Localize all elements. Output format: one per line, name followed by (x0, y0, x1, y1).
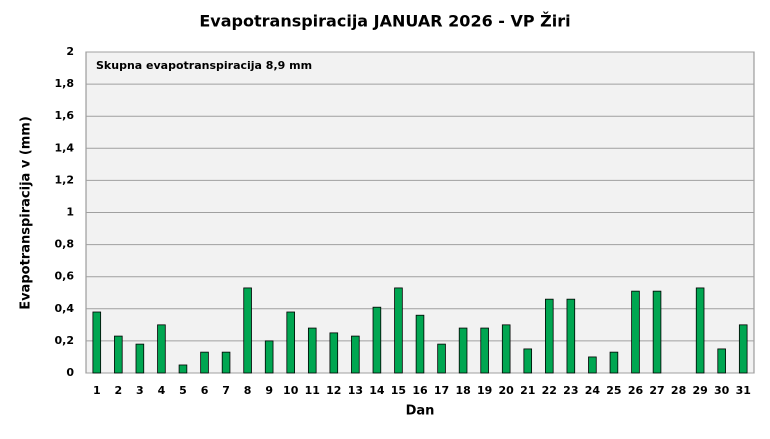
bar (307, 327, 317, 374)
x-tick-label: 27 (649, 384, 664, 397)
bar (415, 314, 425, 374)
x-axis-title: Dan (406, 404, 435, 419)
y-tick-label: 1,8 (55, 77, 75, 90)
x-tick-label: 26 (628, 384, 644, 397)
x-tick-label: 8 (244, 384, 252, 397)
bar (458, 327, 468, 374)
bar (609, 351, 619, 374)
x-tick-label: 18 (455, 384, 470, 397)
y-tick-label: 1 (66, 206, 74, 219)
chart-title: Evapotranspiracija JANUAR 2026 - VP Žiri (199, 12, 570, 31)
bar (351, 335, 360, 374)
x-tick-label: 5 (179, 384, 187, 397)
x-tick-label: 2 (114, 384, 122, 397)
bar (286, 311, 295, 374)
bar (221, 351, 231, 374)
bar (437, 343, 446, 374)
x-tick-label: 17 (434, 384, 449, 397)
bar (652, 290, 662, 374)
y-tick-label: 1,2 (55, 173, 75, 186)
x-tick-label: 25 (606, 384, 621, 397)
x-tick-label: 7 (222, 384, 230, 397)
y-tick-label: 0,8 (55, 238, 75, 251)
bar (695, 287, 705, 374)
x-tick-label: 21 (520, 384, 535, 397)
x-tick-label: 11 (305, 384, 320, 397)
y-tick-label: 0,2 (55, 334, 75, 347)
x-tick-label: 4 (158, 384, 166, 397)
x-tick-label: 13 (348, 384, 363, 397)
bar (92, 311, 102, 374)
y-tick-label: 0,6 (55, 270, 75, 283)
x-tick-label: 15 (391, 384, 406, 397)
x-tick-label: 3 (136, 384, 144, 397)
x-tick-label: 16 (412, 384, 428, 397)
bar (135, 343, 145, 374)
bar (523, 348, 533, 374)
bar (329, 332, 339, 374)
bar (264, 340, 274, 374)
x-tick-label: 30 (714, 384, 730, 397)
x-tick-label: 28 (671, 384, 686, 397)
bar (178, 364, 188, 374)
bar (114, 335, 123, 374)
bar (200, 351, 209, 374)
bar (566, 298, 576, 374)
bar (588, 356, 597, 374)
y-tick-label: 0 (66, 366, 74, 379)
x-tick-label: 19 (477, 384, 492, 397)
y-tick-label: 1,6 (55, 109, 75, 122)
bar (501, 324, 511, 374)
bar (717, 348, 726, 374)
bar (631, 290, 640, 374)
x-tick-label: 23 (563, 384, 578, 397)
x-tick-label: 10 (283, 384, 299, 397)
x-tick-label: 9 (265, 384, 273, 397)
bar (243, 287, 252, 374)
x-tick-label: 31 (736, 384, 751, 397)
x-tick-label: 22 (542, 384, 557, 397)
x-tick-label: 20 (499, 384, 515, 397)
bar (157, 324, 166, 374)
bar (545, 298, 554, 374)
x-tick-label: 1 (93, 384, 101, 397)
x-tick-label: 14 (369, 384, 385, 397)
y-tick-label: 0,4 (55, 302, 75, 315)
y-tick-label: 2 (66, 45, 74, 58)
y-axis-title: Evapotranspiracija v (mm) (19, 116, 34, 310)
x-tick-label: 12 (326, 384, 341, 397)
x-tick-label: 24 (585, 384, 601, 397)
bar (394, 287, 403, 374)
x-tick-label: 29 (692, 384, 707, 397)
bar (372, 306, 382, 374)
x-tick-label: 6 (201, 384, 209, 397)
bar (480, 327, 489, 374)
bar (738, 324, 748, 374)
y-tick-label: 1,4 (55, 141, 75, 154)
annotation: Skupna evapotranspiracija 8,9 mm (96, 59, 312, 72)
